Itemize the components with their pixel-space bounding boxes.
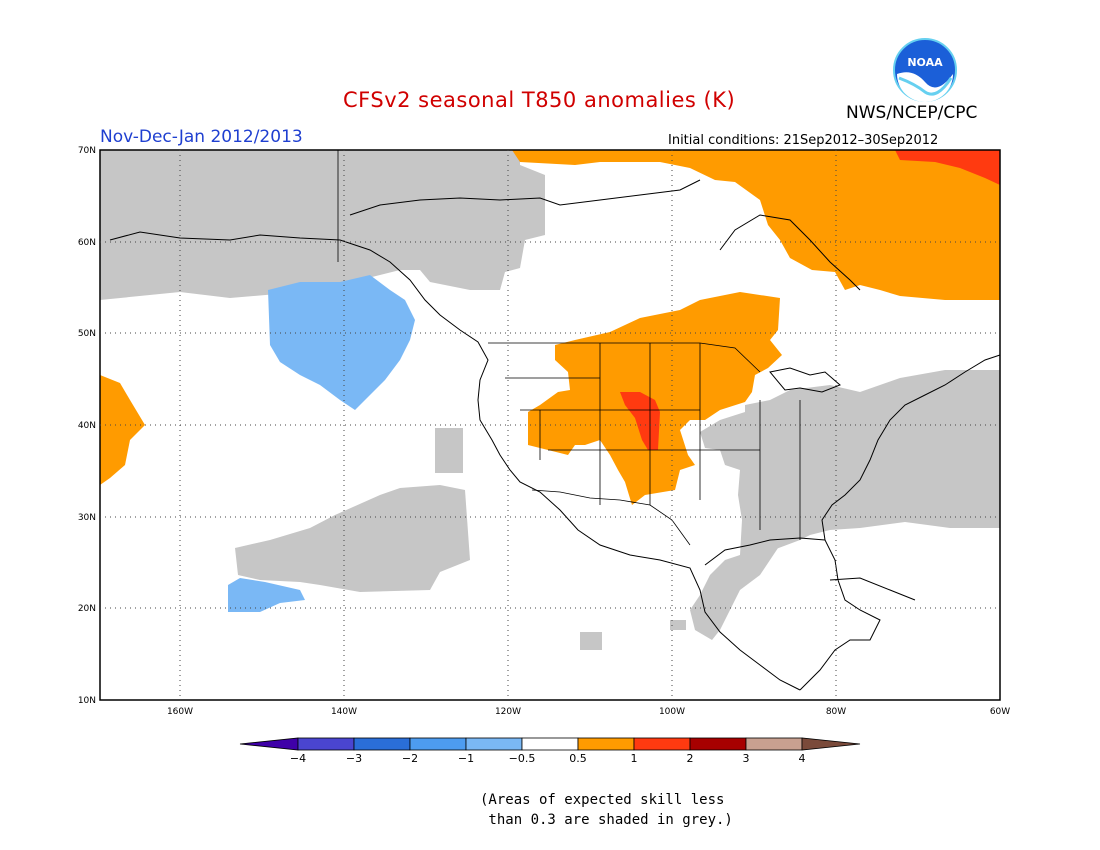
colorbar-label: 2 bbox=[687, 752, 694, 765]
cuba bbox=[829, 577, 916, 601]
skill-note-line-1: (Areas of expected skill less bbox=[480, 792, 725, 808]
colorbar-box bbox=[297, 737, 355, 751]
agency-label: NWS/NCEP/CPC bbox=[846, 103, 978, 123]
lat-label: 50N bbox=[78, 329, 96, 339]
graticule bbox=[100, 150, 1000, 700]
colorbar-box bbox=[465, 737, 523, 751]
arctic-coast bbox=[349, 179, 701, 216]
grey-area-arctic bbox=[100, 150, 545, 300]
colorbar-box bbox=[745, 737, 803, 751]
colorbar-box bbox=[353, 737, 411, 751]
season-label: Nov-Dec-Jan 2012/2013 bbox=[100, 127, 303, 147]
colorbar-label: 4 bbox=[799, 752, 806, 765]
colorbar-box bbox=[689, 737, 747, 751]
cool-anomaly-areas bbox=[228, 275, 415, 612]
colorbar-box bbox=[409, 737, 467, 751]
colorbar-arrow-high bbox=[801, 737, 861, 751]
colorbar-box bbox=[633, 737, 691, 751]
lat-label: 60N bbox=[78, 238, 96, 248]
colorbar-label: −0.5 bbox=[509, 752, 536, 765]
colorbar-boxes bbox=[239, 737, 861, 751]
strong-warm-area-greenland bbox=[895, 150, 1000, 185]
warm-area-canada-arctic bbox=[512, 150, 1000, 300]
gulf-coast bbox=[704, 537, 826, 566]
colorbar-label: −3 bbox=[346, 752, 362, 765]
chart-title: CFSv2 seasonal T850 anomalies (K) bbox=[343, 88, 736, 112]
colorbar-box bbox=[521, 737, 579, 751]
colorbar-label: −4 bbox=[290, 752, 306, 765]
colorbar-label: 0.5 bbox=[569, 752, 587, 765]
logo-text: NOAA bbox=[907, 56, 943, 69]
colorbar-label: −2 bbox=[402, 752, 418, 765]
grey-patch-4 bbox=[430, 258, 470, 278]
skill-note: (Areas of expected skill less than 0.3 a… bbox=[480, 790, 733, 830]
colorbar-label: 3 bbox=[743, 752, 750, 765]
lat-label: 30N bbox=[78, 513, 96, 523]
longitude-labels: 160W 140W 120W 100W 80W 60W bbox=[167, 707, 1010, 717]
great-lakes bbox=[769, 367, 841, 393]
north-america-east-coast bbox=[799, 354, 1001, 691]
grey-area-gulf bbox=[690, 545, 780, 640]
lon-label: 160W bbox=[167, 707, 193, 717]
lat-label: 40N bbox=[78, 421, 96, 431]
lon-label: 140W bbox=[331, 707, 357, 717]
noaa-logo-icon: NOAA bbox=[893, 38, 957, 102]
grey-area-pacific bbox=[235, 485, 470, 592]
coastlines bbox=[109, 179, 1001, 691]
noaa-logo: NOAA bbox=[893, 38, 957, 102]
warm-area-west-pacific-edge bbox=[100, 375, 145, 485]
cool-area-northeast-pacific bbox=[268, 275, 415, 410]
north-america-west-coast bbox=[109, 231, 801, 691]
latitude-labels: 70N 60N 50N 40N 30N 20N 10N bbox=[78, 146, 96, 706]
colorbar-box bbox=[577, 737, 635, 751]
colorbar-arrow-low bbox=[239, 737, 299, 751]
lon-label: 60W bbox=[990, 707, 1010, 717]
skill-note-line-2: than 0.3 are shaded in grey.) bbox=[480, 812, 733, 828]
grey-patch-1 bbox=[435, 428, 463, 473]
grey-patch-2 bbox=[580, 632, 602, 650]
colorbar-labels: −4 −3 −2 −1 −0.5 0.5 1 2 3 4 bbox=[290, 752, 806, 765]
us-state-lines bbox=[505, 343, 801, 540]
grey-patch-3 bbox=[670, 620, 686, 630]
lat-label: 10N bbox=[78, 696, 96, 706]
lat-label: 70N bbox=[78, 146, 96, 156]
grey-area-eastern-us bbox=[700, 370, 1000, 555]
initial-conditions-label: Initial conditions: 21Sep2012–30Sep2012 bbox=[668, 133, 939, 148]
lat-label: 20N bbox=[78, 604, 96, 614]
canada-us-border bbox=[488, 342, 761, 373]
colorbar-label: 1 bbox=[631, 752, 638, 765]
lon-label: 100W bbox=[659, 707, 685, 717]
cool-area-hawaii bbox=[228, 578, 305, 612]
hudson-bay bbox=[719, 214, 861, 291]
colorbar: −4 −3 −2 −1 −0.5 0.5 1 2 3 4 bbox=[239, 737, 861, 765]
low-skill-grey-areas bbox=[100, 150, 1000, 650]
lon-label: 120W bbox=[495, 707, 521, 717]
lon-label: 80W bbox=[826, 707, 846, 717]
colorbar-label: −1 bbox=[458, 752, 474, 765]
